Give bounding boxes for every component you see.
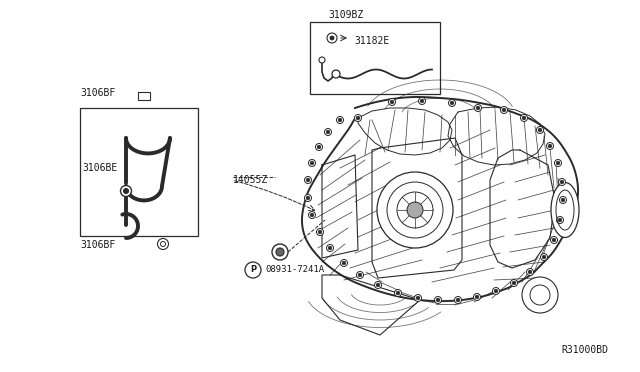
Text: 3106BF: 3106BF (80, 240, 115, 250)
Circle shape (305, 195, 312, 202)
Circle shape (474, 294, 481, 301)
Circle shape (308, 160, 316, 167)
Bar (80, 108, 198, 236)
Circle shape (475, 295, 479, 299)
Circle shape (388, 99, 396, 106)
Circle shape (324, 128, 332, 135)
Circle shape (476, 106, 480, 110)
Circle shape (536, 126, 543, 134)
Circle shape (415, 295, 422, 301)
Circle shape (306, 178, 310, 182)
Circle shape (374, 282, 381, 289)
Text: 3106BF: 3106BF (80, 88, 115, 98)
Circle shape (276, 248, 284, 256)
Circle shape (557, 217, 563, 224)
Circle shape (318, 230, 322, 234)
Circle shape (511, 279, 518, 286)
Circle shape (474, 105, 481, 112)
Circle shape (561, 198, 564, 202)
Circle shape (332, 70, 340, 78)
Circle shape (316, 144, 323, 151)
Circle shape (512, 281, 516, 285)
Circle shape (522, 116, 526, 120)
Circle shape (454, 296, 461, 304)
Circle shape (342, 261, 346, 265)
Circle shape (245, 262, 261, 278)
Circle shape (522, 277, 558, 313)
Circle shape (527, 269, 534, 276)
Circle shape (407, 202, 423, 218)
Circle shape (337, 116, 344, 124)
Circle shape (396, 291, 400, 295)
Circle shape (356, 116, 360, 120)
Circle shape (538, 128, 542, 132)
Circle shape (528, 270, 532, 274)
Text: 3106BE: 3106BE (82, 163, 117, 173)
Circle shape (547, 142, 554, 150)
Bar (138, 92, 150, 100)
Circle shape (376, 283, 380, 287)
Circle shape (328, 246, 332, 250)
Circle shape (520, 115, 527, 122)
Circle shape (560, 180, 564, 184)
Circle shape (326, 130, 330, 134)
Bar (310, 22, 440, 94)
Circle shape (390, 100, 394, 104)
Circle shape (541, 253, 547, 260)
Circle shape (317, 145, 321, 149)
Circle shape (494, 289, 498, 293)
Circle shape (326, 244, 333, 251)
Circle shape (306, 196, 310, 200)
Circle shape (552, 238, 556, 242)
Circle shape (157, 238, 168, 250)
Circle shape (355, 115, 362, 122)
Circle shape (416, 296, 420, 300)
Circle shape (500, 106, 508, 113)
Circle shape (272, 244, 288, 260)
Circle shape (394, 289, 401, 296)
Circle shape (450, 101, 454, 105)
Circle shape (449, 99, 456, 106)
Text: P: P (250, 266, 256, 275)
Circle shape (308, 212, 316, 218)
Circle shape (558, 218, 562, 222)
Circle shape (419, 97, 426, 105)
Circle shape (310, 213, 314, 217)
Text: 31182E: 31182E (354, 36, 389, 46)
Circle shape (120, 186, 131, 196)
Circle shape (435, 296, 442, 304)
Circle shape (493, 288, 499, 295)
Circle shape (502, 108, 506, 112)
Text: R31000BD: R31000BD (561, 345, 608, 355)
Circle shape (559, 179, 566, 186)
Circle shape (550, 237, 557, 244)
Circle shape (330, 36, 334, 40)
Circle shape (554, 160, 561, 167)
Text: 3109BZ: 3109BZ (328, 10, 364, 20)
Circle shape (317, 228, 323, 235)
Ellipse shape (551, 183, 579, 237)
Circle shape (356, 272, 364, 279)
Circle shape (358, 273, 362, 277)
Circle shape (124, 189, 129, 193)
Circle shape (556, 161, 560, 165)
Circle shape (305, 176, 312, 183)
Circle shape (319, 57, 325, 63)
Circle shape (456, 298, 460, 302)
Text: i: i (143, 93, 145, 103)
Circle shape (436, 298, 440, 302)
Circle shape (377, 172, 453, 248)
Text: 14055Z: 14055Z (233, 175, 268, 185)
Text: 08931-7241A: 08931-7241A (265, 266, 324, 275)
Circle shape (542, 255, 546, 259)
Circle shape (559, 196, 566, 203)
Circle shape (420, 99, 424, 103)
Circle shape (310, 161, 314, 165)
Circle shape (548, 144, 552, 148)
Circle shape (340, 260, 348, 266)
Circle shape (338, 118, 342, 122)
Circle shape (327, 33, 337, 43)
